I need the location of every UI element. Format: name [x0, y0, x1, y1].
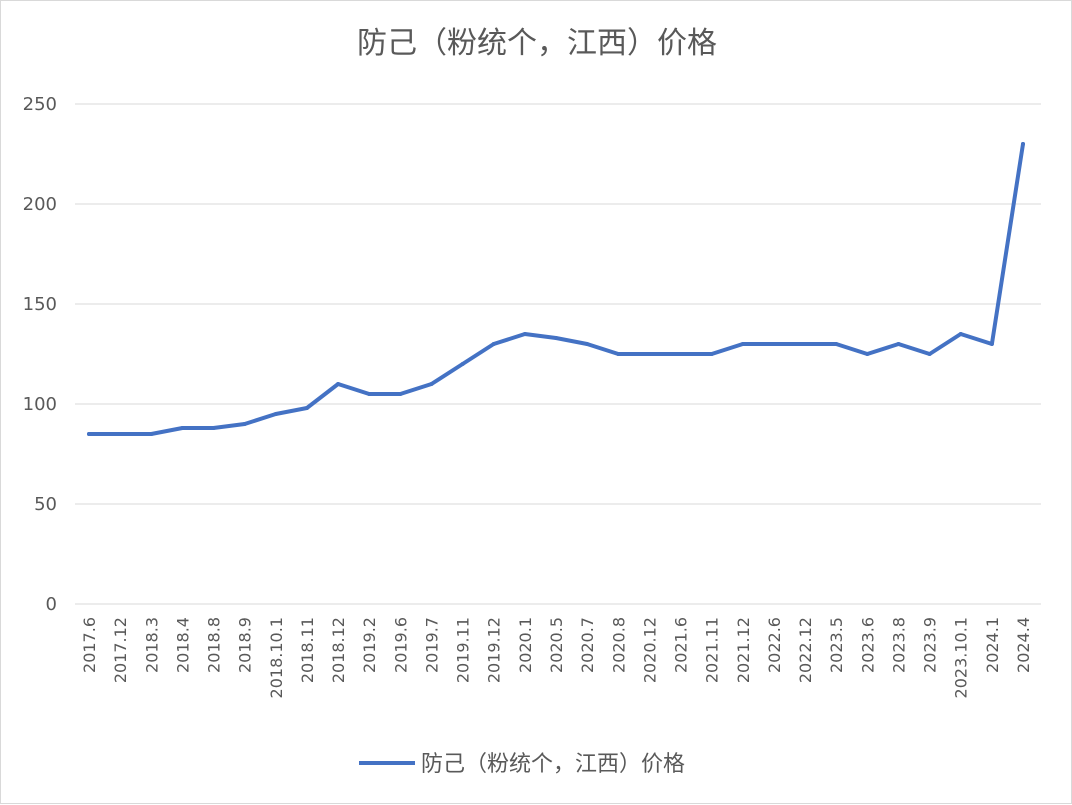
data-point [211, 426, 216, 430]
x-tick-label: 2024.4 [1014, 617, 1033, 673]
gridlines [75, 103, 1041, 605]
x-tick-label: 2019.11 [454, 617, 473, 683]
data-point [304, 406, 309, 410]
data-point [429, 382, 434, 386]
data-point [242, 422, 247, 426]
chart-title: 防己（粉统个，江西）价格 [357, 26, 717, 61]
x-tick-label: 2020.12 [640, 617, 659, 683]
x-tick-label: 2023.6 [858, 617, 877, 673]
x-tick-label: 2021.12 [734, 617, 753, 683]
x-tick-label: 2019.7 [422, 617, 441, 673]
data-point [927, 352, 932, 356]
x-tick-label: 2020.1 [516, 617, 535, 673]
y-tick-label: 250 [23, 94, 57, 115]
data-point [491, 342, 496, 346]
y-axis-ticks: 0 50 100 150 200 250 [23, 94, 57, 615]
y-tick-label: 200 [23, 194, 57, 215]
x-tick-label: 2021.6 [672, 617, 691, 673]
data-point [367, 392, 372, 396]
data-point [118, 432, 123, 436]
x-axis-ticks: 2017.6 2017.12 2018.3 2018.4 2018.8 2018.9 201… [80, 617, 1033, 698]
x-tick-label: 2018.4 [173, 617, 192, 673]
data-point [87, 432, 91, 436]
x-tick-label: 2019.6 [391, 617, 410, 673]
data-point [803, 342, 808, 346]
x-tick-label: 2022.12 [796, 617, 815, 683]
legend[interactable]: 防己（粉统个，江西）价格 [359, 752, 685, 777]
x-tick-label: 2017.6 [80, 617, 99, 673]
data-point [989, 342, 994, 346]
x-tick-label: 2023.8 [889, 617, 908, 673]
data-point [336, 382, 341, 386]
data-point [865, 352, 870, 356]
x-tick-label: 2018.10.1 [267, 617, 286, 698]
data-point [273, 412, 278, 416]
x-tick-label: 2020.8 [609, 617, 628, 673]
data-point [180, 426, 185, 430]
y-tick-label: 100 [23, 394, 57, 415]
legend-label: 防己（粉统个，江西）价格 [421, 752, 685, 777]
series-line [87, 142, 1025, 436]
data-point [554, 336, 558, 340]
x-tick-label: 2019.2 [360, 617, 379, 673]
data-point [522, 332, 527, 336]
data-point [896, 342, 901, 346]
data-point [149, 432, 154, 436]
data-point [1021, 142, 1025, 146]
x-tick-label: 2020.5 [547, 617, 566, 673]
x-tick-label: 2023.5 [827, 617, 846, 673]
y-tick-label: 150 [23, 294, 57, 315]
x-tick-label: 2022.6 [765, 617, 784, 673]
x-tick-label: 2018.12 [329, 617, 348, 683]
x-tick-label: 2018.8 [205, 617, 224, 673]
data-point [678, 352, 683, 356]
series-layer [87, 142, 1025, 436]
data-point [585, 342, 590, 346]
data-point [740, 342, 745, 346]
y-tick-label: 50 [34, 494, 57, 515]
x-tick-label: 2017.12 [111, 617, 130, 683]
x-tick-label: 2020.7 [578, 617, 597, 673]
x-tick-label: 2021.11 [703, 617, 722, 683]
data-point [771, 342, 776, 346]
x-tick-label: 2019.12 [485, 617, 504, 683]
x-tick-label: 2024.1 [983, 617, 1002, 673]
data-point [709, 352, 714, 356]
x-tick-label: 2023.10.1 [952, 617, 971, 698]
x-tick-label: 2018.11 [298, 617, 317, 683]
data-point [958, 332, 963, 336]
data-point [460, 362, 465, 366]
y-tick-label: 0 [46, 594, 57, 615]
data-point [616, 352, 621, 356]
x-tick-label: 2018.9 [236, 617, 255, 673]
data-point [834, 342, 839, 346]
data-point [398, 392, 403, 396]
data-point [647, 352, 652, 356]
x-tick-label: 2023.9 [921, 617, 940, 673]
x-tick-label: 2018.3 [142, 617, 161, 673]
